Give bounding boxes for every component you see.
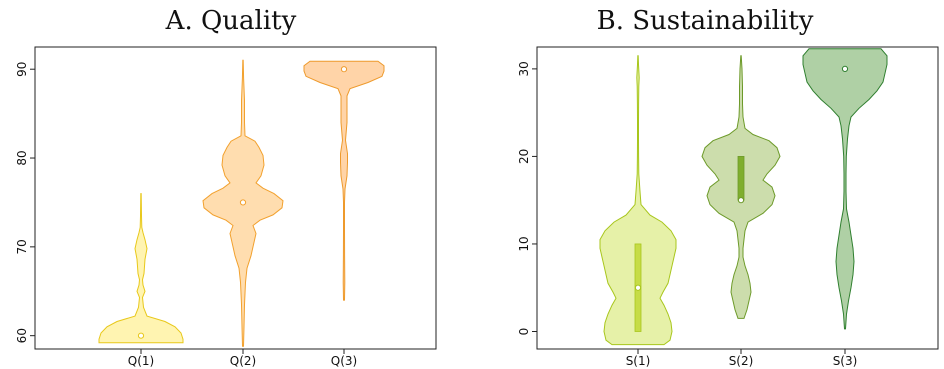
panel-a-frame (34, 46, 437, 350)
panel-b-violins (599, 48, 888, 346)
y-tick-label: 60 (15, 328, 29, 343)
panel-a-title: A. Quality (165, 6, 297, 36)
median-Q(1) (137, 332, 145, 339)
violin-Q(3) (303, 60, 385, 301)
median-Q(3) (340, 66, 348, 73)
median-S(1) (634, 284, 642, 291)
median-Q(2) (239, 199, 247, 206)
panel-quality: A. Quality 60 70 80 90 Q(1) Q(2) Q(3) (15, 6, 437, 368)
x-tick-label: S(1) (626, 354, 651, 368)
panel-a-axes: 60 70 80 90 Q(1) Q(2) Q(3) (15, 62, 357, 368)
x-tick-label: Q(3) (331, 354, 357, 368)
y-tick-label: 20 (517, 149, 531, 164)
panel-b-title: B. Sustainability (597, 6, 814, 36)
median-S(2) (737, 197, 745, 204)
violin-Q(1) (98, 193, 184, 344)
y-tick-label: 0 (517, 328, 531, 336)
x-tick-label: S(3) (833, 354, 858, 368)
violin-S(3) (802, 48, 888, 330)
x-tick-label: Q(2) (230, 354, 256, 368)
y-tick-label: 90 (15, 62, 29, 77)
box-S(2) (737, 156, 745, 201)
median-S(3) (841, 65, 849, 72)
panel-b-frame (536, 46, 939, 350)
panel-a-violins (98, 59, 385, 347)
y-tick-label: 70 (15, 239, 29, 254)
y-tick-label: 30 (517, 61, 531, 76)
violin-S(1) (599, 55, 677, 346)
panel-b-axes: 0 10 20 30 S(1) S(2) S(3) (517, 61, 857, 368)
y-tick-label: 10 (517, 236, 531, 251)
x-tick-label: Q(1) (128, 354, 154, 368)
panel-sustainability: B. Sustainability 0 10 20 30 S(1) S(2) S… (517, 6, 939, 368)
y-tick-label: 80 (15, 150, 29, 165)
x-tick-label: S(2) (729, 354, 754, 368)
